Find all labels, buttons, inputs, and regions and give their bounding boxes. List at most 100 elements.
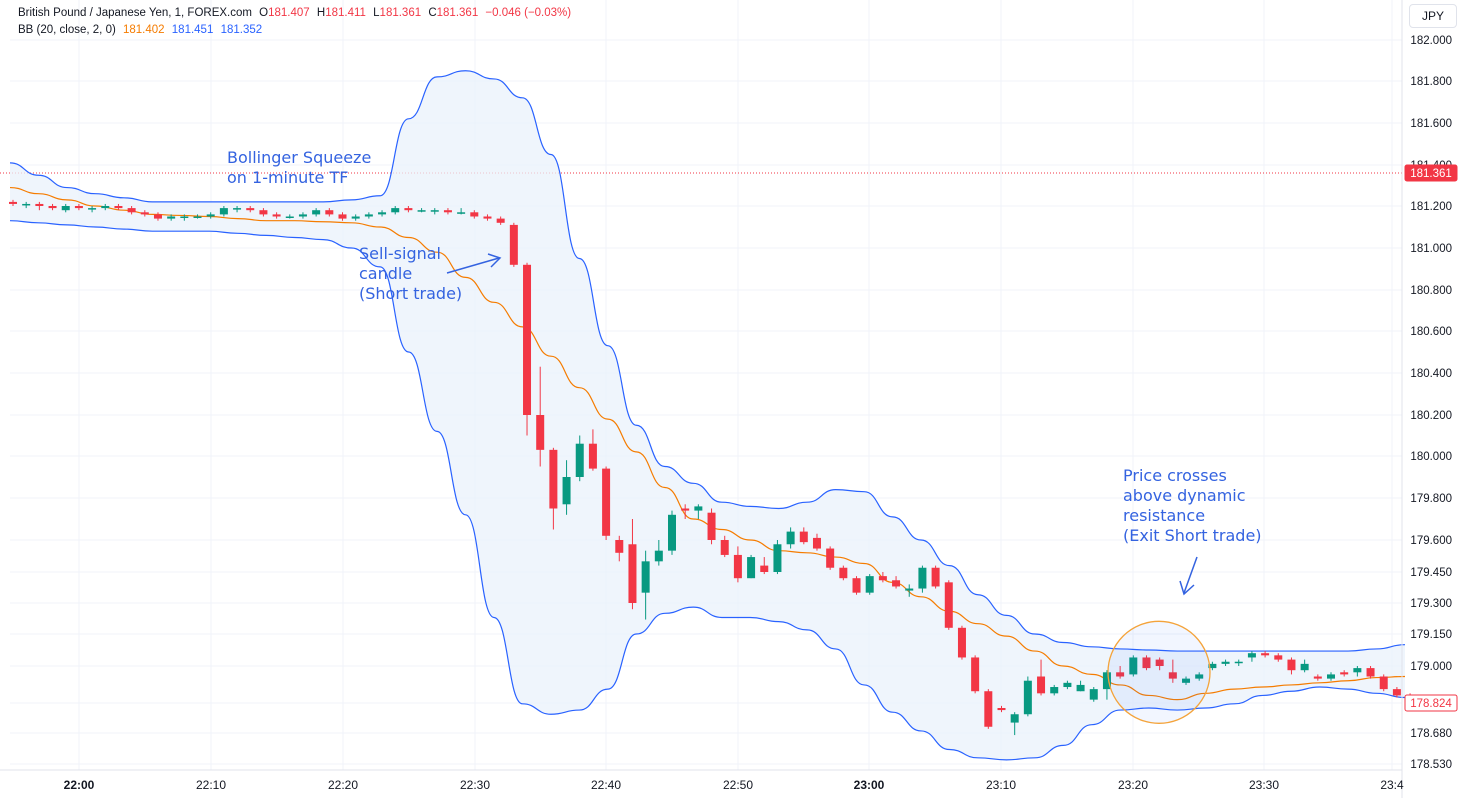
- bb-label: BB (20, close, 2, 0): [18, 24, 116, 36]
- candle-up: [233, 208, 242, 210]
- time-tick-label: 23:00: [854, 778, 885, 792]
- candle-down: [246, 208, 255, 211]
- candle-down: [127, 208, 136, 213]
- price-tick-label: 181.800: [1410, 76, 1452, 88]
- time-tick-label: 22:20: [328, 778, 358, 792]
- candle-up: [430, 210, 439, 212]
- symbol-legend[interactable]: British Pound / Japanese Yen, 1, FOREX.c…: [18, 7, 575, 19]
- candle-up: [22, 203, 31, 206]
- candle-down: [826, 548, 835, 568]
- close-value: C181.361: [428, 7, 479, 19]
- candle-down: [1379, 676, 1388, 690]
- bb-basis-value: 181.402: [123, 24, 165, 36]
- candle-up: [1195, 674, 1204, 679]
- candle-down: [509, 224, 518, 265]
- candle-down: [1313, 676, 1322, 679]
- candle-down: [549, 449, 558, 509]
- candle-up: [905, 588, 914, 591]
- candle-up: [167, 216, 176, 219]
- candle-down: [852, 578, 861, 593]
- price-tick-label: 178.680: [1410, 728, 1452, 740]
- exit-highlight-circle: [1107, 620, 1211, 724]
- candle-up: [786, 531, 795, 545]
- candle-down: [681, 508, 690, 511]
- candle-down: [878, 576, 887, 581]
- candle-up: [747, 557, 756, 579]
- candle-up: [562, 477, 571, 505]
- candle-up: [285, 216, 294, 218]
- candle-down: [325, 210, 334, 215]
- sell-signal-annotation: Sell-signal candle (Short trade): [359, 244, 463, 303]
- low-value: L181.361: [373, 7, 422, 19]
- candle-up: [1300, 663, 1309, 671]
- price-tick-label: 178.530: [1410, 759, 1452, 771]
- candle-down: [628, 544, 637, 603]
- candle-down: [74, 206, 83, 209]
- candle-up: [180, 216, 189, 218]
- currency-button[interactable]: JPY: [1409, 4, 1457, 28]
- candle-down: [470, 212, 479, 217]
- candle-down: [931, 567, 940, 587]
- last-price-label-box: [1404, 164, 1458, 182]
- candle-up: [219, 208, 228, 215]
- squeeze-annotation: Bollinger Squeeze on 1-minute TF: [227, 148, 372, 187]
- time-tick-label: 22:10: [196, 778, 226, 792]
- candle-down: [839, 567, 848, 579]
- bb-upper-value: 181.451: [171, 24, 214, 36]
- sell-arrow-head: [487, 253, 502, 268]
- current-price-label: 178.824: [1410, 698, 1452, 710]
- price-tick-label: 179.300: [1410, 598, 1452, 610]
- price-tick-label: 179.000: [1410, 661, 1452, 673]
- candle-down: [760, 565, 769, 572]
- candle-up: [918, 567, 927, 589]
- candle-down: [536, 415, 545, 450]
- time-tick-label: 22:00: [64, 778, 95, 792]
- price-tick-label: 181.000: [1410, 243, 1452, 255]
- price-tick-label: 180.800: [1410, 285, 1452, 297]
- highlight: [1107, 620, 1211, 724]
- candle-down: [588, 443, 597, 469]
- candle-down: [707, 512, 716, 540]
- candle-down: [957, 627, 966, 658]
- candle-up: [1221, 661, 1230, 664]
- candle-up: [1247, 653, 1256, 658]
- high-value: H181.411: [316, 7, 366, 19]
- candle-down: [140, 212, 149, 215]
- candle-up: [1076, 684, 1085, 692]
- candle-up: [364, 214, 373, 217]
- symbol-title: British Pound / Japanese Yen, 1, FOREX.c…: [18, 7, 252, 19]
- candle-up: [1234, 661, 1243, 664]
- candle-down: [272, 214, 281, 217]
- candle-up: [1327, 674, 1335, 679]
- time-tick-label: 23:30: [1249, 778, 1279, 792]
- candle-down: [443, 210, 452, 213]
- candle-down: [971, 657, 980, 692]
- indicator-legend[interactable]: BB (20, close, 2, 0) 181.402 181.451 181…: [18, 24, 266, 36]
- candle-down: [1392, 689, 1401, 696]
- time-tick-label: 22:50: [723, 778, 753, 792]
- candle-down: [720, 540, 729, 555]
- candle-up: [654, 550, 663, 562]
- arrows: [446, 253, 1198, 596]
- time-tick-label: 23:4: [1380, 778, 1404, 792]
- candle-up: [865, 576, 874, 593]
- bb-basis-line: [9, 186, 1406, 701]
- candle-up: [88, 208, 97, 210]
- candle-down: [483, 216, 492, 219]
- candle-up: [668, 514, 676, 551]
- exit-arrow-line: [1183, 556, 1198, 594]
- open-value: O181.407: [259, 7, 310, 19]
- price-tick-label: 180.000: [1410, 451, 1452, 463]
- candle-down: [114, 206, 123, 209]
- candle-down: [812, 537, 821, 549]
- candle-up: [457, 212, 466, 214]
- candle-down: [799, 531, 808, 543]
- bb-band-fill: [10, 70, 1405, 760]
- candle-down: [1168, 672, 1177, 679]
- candle-up: [1089, 689, 1098, 700]
- candle-down: [338, 214, 347, 219]
- price-tick-label: 179.600: [1410, 535, 1452, 547]
- candle-down: [9, 201, 17, 204]
- candle-up: [206, 214, 215, 217]
